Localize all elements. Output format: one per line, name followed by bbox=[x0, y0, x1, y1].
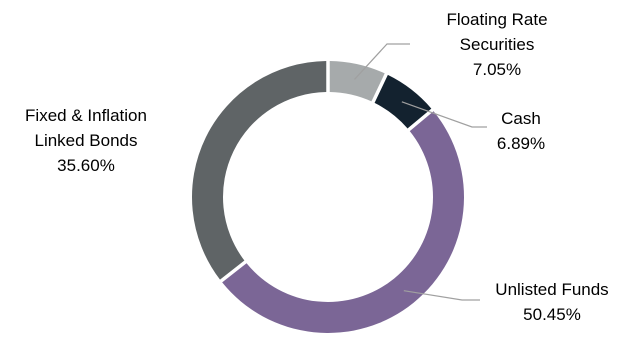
slice-value-fixed-inflation-linked-bonds: 35.60% bbox=[57, 156, 115, 175]
donut-slice-fixed-inflation-linked-bonds bbox=[191, 61, 327, 280]
leader-line-floating-rate-securities bbox=[354, 43, 410, 80]
slice-value-floating-rate-securities: 7.05% bbox=[473, 60, 521, 79]
leader-line-cash bbox=[401, 101, 487, 128]
leader-lines-layer bbox=[354, 43, 487, 301]
donut-slice-unlisted-funds bbox=[222, 111, 464, 333]
donut-slice-floating-rate-securities bbox=[329, 61, 385, 102]
slice-value-unlisted-funds: 50.45% bbox=[523, 305, 581, 324]
slice-label-cash: Cash bbox=[501, 109, 541, 128]
slice-label-floating-rate-securities-line-2: Securities bbox=[460, 35, 535, 54]
slice-label-fixed-inflation-linked-bonds-line-2: Linked Bonds bbox=[34, 131, 137, 150]
slice-value-cash: 6.89% bbox=[497, 134, 545, 153]
slices-layer bbox=[191, 61, 464, 333]
slice-label-unlisted-funds: Unlisted Funds bbox=[495, 280, 608, 299]
leader-line-unlisted-funds bbox=[403, 290, 480, 301]
slice-label-fixed-inflation-linked-bonds-line-1: Fixed & Inflation bbox=[25, 106, 147, 125]
slice-label-floating-rate-securities-line-1: Floating Rate bbox=[446, 10, 547, 29]
